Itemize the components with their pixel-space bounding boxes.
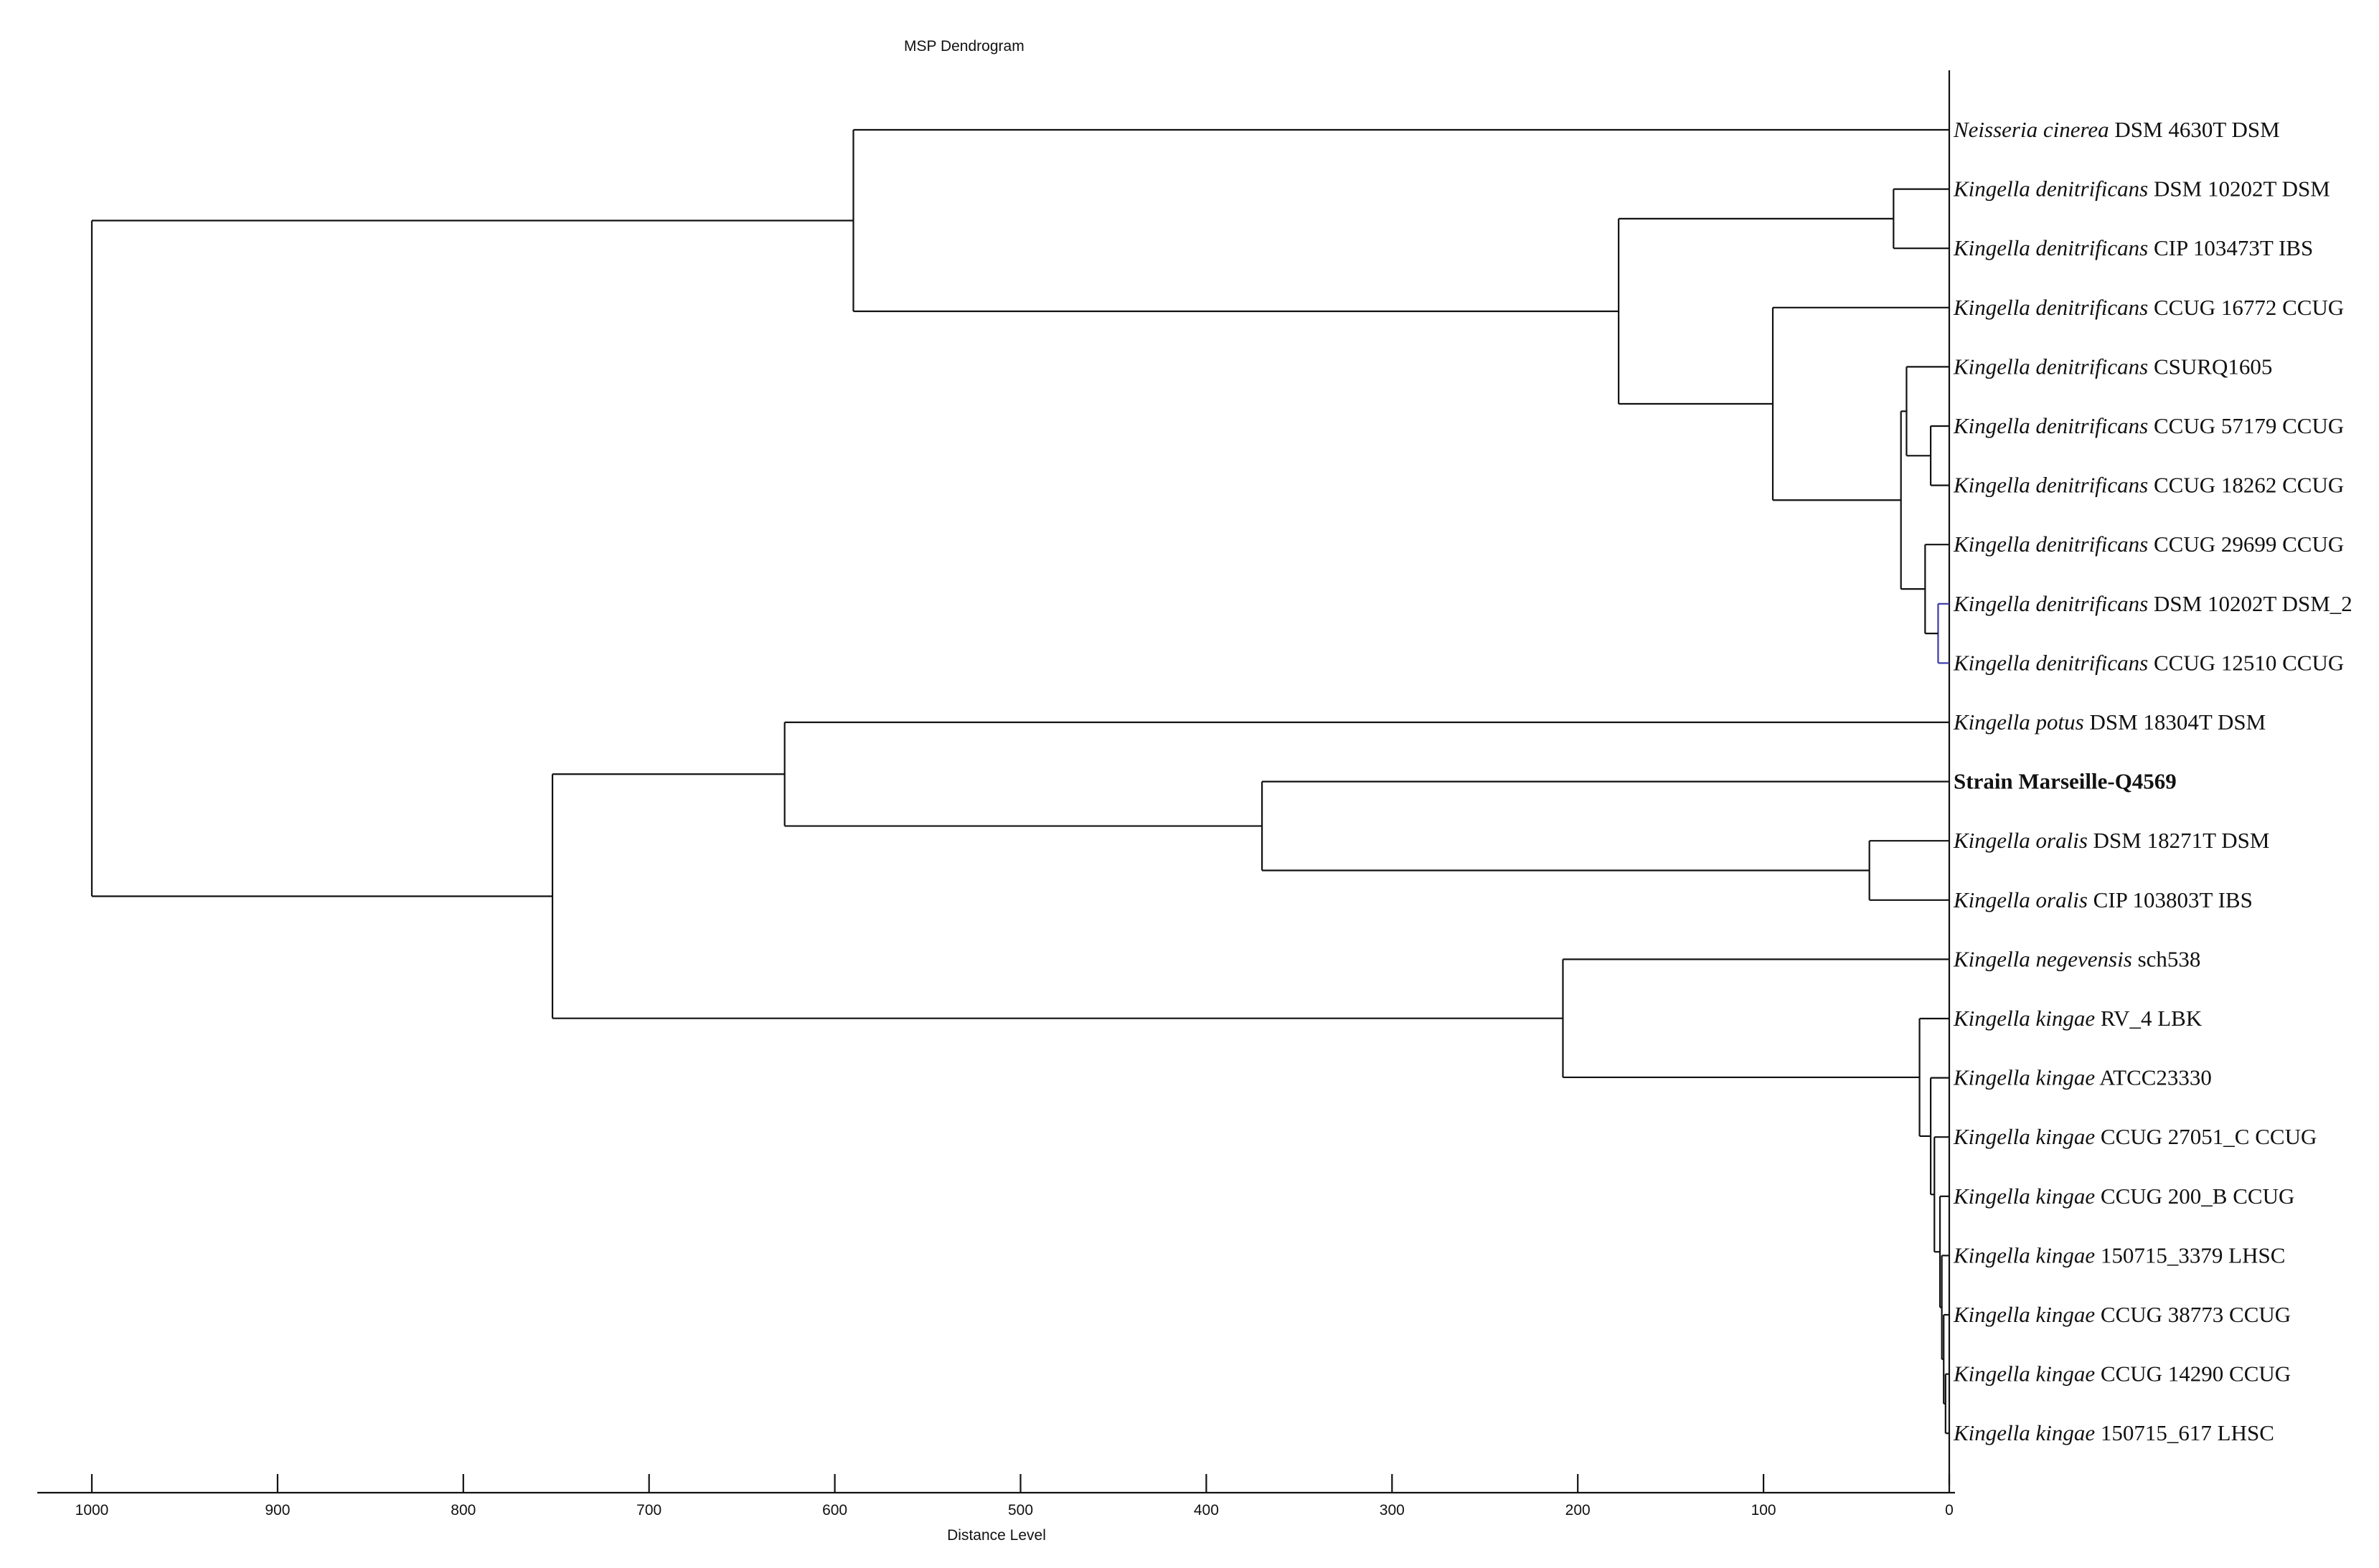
x-tick-label: 500 — [1008, 1502, 1033, 1519]
chart-title: MSP Dendrogram — [904, 38, 1024, 55]
leaf-species: Kingella denitrificans — [1953, 473, 2148, 498]
leaf-species: Kingella kingae — [1953, 1065, 2095, 1090]
leaf-strain: CIP 103473T IBS — [2148, 235, 2313, 260]
leaf-label: Kingella kingae 150715_3379 LHSC — [1953, 1242, 2285, 1267]
leaf-strain: CCUG 18262 CCUG — [2148, 473, 2344, 498]
leaf-species: Kingella denitrificans — [1953, 176, 2148, 202]
leaf-strain: ATCC23330 — [2095, 1065, 2212, 1090]
leaf-label: Kingella denitrificans DSM 10202T DSM_2 — [1953, 591, 2352, 616]
x-axis-label: Distance Level — [947, 1527, 1046, 1544]
x-tick-label: 100 — [1751, 1502, 1776, 1519]
leaf-label: Kingella kingae 150715_617 LHSC — [1953, 1420, 2274, 1445]
leaf-strain: RV_4 LBK — [2095, 1006, 2203, 1031]
leaf-species: Neisseria cinerea — [1953, 117, 2109, 142]
leaf-label: Kingella negevensis sch538 — [1953, 946, 2200, 971]
leaf-species: Kingella potus — [1953, 709, 2084, 735]
leaf-strain: 150715_3379 LHSC — [2095, 1242, 2285, 1267]
leaf-strain: CCUG 29699 CCUG — [2148, 532, 2344, 557]
leaf-species: Kingella denitrificans — [1953, 532, 2148, 557]
leaf-species: Kingella kingae — [1953, 1302, 2095, 1327]
leaf-species: Kingella oralis — [1953, 828, 2088, 853]
leaf-strain: DSM 4630T DSM — [2109, 117, 2280, 142]
leaf-strain: CIP 103803T IBS — [2088, 887, 2253, 912]
leaf-species: Kingella kingae — [1953, 1184, 2095, 1209]
leaf-species: Kingella negevensis — [1953, 946, 2132, 971]
leaf-strain: 150715_617 LHSC — [2095, 1420, 2274, 1445]
leaf-label: Kingella oralis CIP 103803T IBS — [1953, 887, 2253, 912]
leaf-species: Kingella oralis — [1953, 887, 2088, 912]
x-tick-label: 300 — [1380, 1502, 1405, 1519]
leaf-label: Kingella denitrificans CCUG 29699 CCUG — [1953, 532, 2344, 557]
leaf-species: Kingella denitrificans — [1953, 295, 2148, 320]
leaf-label: Kingella kingae RV_4 LBK — [1953, 1006, 2203, 1031]
leaf-strain: DSM 10202T DSM_2 — [2148, 591, 2352, 616]
x-tick-label: 900 — [265, 1502, 290, 1519]
leaf-species: Kingella denitrificans — [1953, 650, 2148, 675]
leaf-label: Kingella denitrificans CCUG 12510 CCUG — [1953, 650, 2344, 675]
x-tick-label: 1000 — [75, 1502, 109, 1519]
leaf-strain: DSM 18304T DSM — [2084, 709, 2266, 735]
leaf-labels: Neisseria cinerea DSM 4630T DSM Kingella … — [1953, 117, 2352, 1445]
leaf-species: Kingella denitrificans — [1953, 235, 2148, 260]
leaf-species: Kingella kingae — [1953, 1361, 2095, 1387]
leaf-strain: sch538 — [2132, 946, 2201, 971]
leaf-label: Kingella kingae CCUG 27051_C CCUG — [1953, 1124, 2317, 1149]
x-tick-label: 600 — [822, 1502, 847, 1519]
leaf-strain: CCUG 38773 CCUG — [2095, 1302, 2291, 1327]
x-axis-ticks: 1000 900 800 700 600 500 400 300 200 100 0 — [75, 1474, 1954, 1519]
x-tick-label: 700 — [636, 1502, 661, 1519]
leaf-species: Kingella kingae — [1953, 1006, 2095, 1031]
leaf-strain: CCUG 14290 CCUG — [2095, 1361, 2291, 1387]
leaf-label: Kingella kingae CCUG 200_B CCUG — [1953, 1184, 2294, 1209]
leaf-species: Kingella kingae — [1953, 1420, 2095, 1445]
leaf-label: Kingella denitrificans DSM 10202T DSM — [1953, 176, 2330, 202]
leaf-label: Kingella oralis DSM 18271T DSM — [1953, 828, 2269, 853]
x-tick-label: 200 — [1565, 1502, 1591, 1519]
leaf-label: Kingella denitrificans CCUG 16772 CCUG — [1953, 295, 2344, 320]
leaf-strain: CCUG 27051_C CCUG — [2095, 1124, 2317, 1149]
leaf-label: Kingella denitrificans CSURQ1605 — [1953, 354, 2272, 379]
leaf-species: Kingella denitrificans — [1953, 354, 2148, 379]
leaf-species: Kingella kingae — [1953, 1242, 2095, 1267]
x-tick-label: 0 — [1945, 1502, 1954, 1519]
leaf-label: Kingella kingae CCUG 38773 CCUG — [1953, 1302, 2291, 1327]
leaf-strain: CCUG 200_B CCUG — [2095, 1184, 2294, 1209]
leaf-species: Kingella denitrificans — [1953, 591, 2148, 616]
leaf-strain: CSURQ1605 — [2148, 354, 2272, 379]
leaf-label: Kingella denitrificans CCUG 18262 CCUG — [1953, 473, 2344, 498]
leaf-strain: CCUG 16772 CCUG — [2148, 295, 2344, 320]
leaf-strain: DSM 10202T DSM — [2148, 176, 2330, 202]
leaf-label: Kingella kingae CCUG 14290 CCUG — [1953, 1361, 2291, 1387]
leaf-strain: DSM 18271T DSM — [2088, 828, 2270, 853]
leaf-species: Kingella denitrificans — [1953, 413, 2148, 438]
leaf-label: Kingella potus DSM 18304T DSM — [1953, 709, 2266, 735]
leaf-strain: CCUG 57179 CCUG — [2148, 413, 2344, 438]
dendrogram-branches — [90, 128, 1949, 1435]
leaf-label: Strain Marseille-Q4569 — [1954, 769, 2177, 794]
leaf-label: Kingella denitrificans CIP 103473T IBS — [1953, 235, 2313, 260]
x-tick-label: 400 — [1194, 1502, 1219, 1519]
leaf-strain: CCUG 12510 CCUG — [2148, 650, 2344, 675]
leaf-species: Kingella kingae — [1953, 1124, 2095, 1149]
leaf-label: Kingella denitrificans CCUG 57179 CCUG — [1953, 413, 2344, 438]
x-tick-label: 800 — [451, 1502, 476, 1519]
leaf-label: Neisseria cinerea DSM 4630T DSM — [1953, 117, 2280, 142]
leaf-label: Kingella kingae ATCC23330 — [1953, 1065, 2212, 1090]
